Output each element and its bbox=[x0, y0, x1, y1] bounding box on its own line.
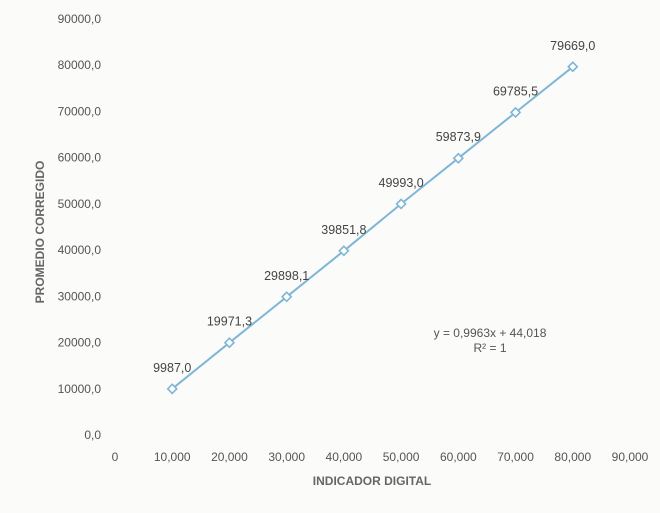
trendline-equation: y = 0,9963x + 44,018 bbox=[434, 326, 547, 340]
y-tick-label: 70000,0 bbox=[58, 104, 102, 118]
data-point-marker bbox=[395, 198, 407, 210]
y-tick-label: 30000,0 bbox=[58, 289, 102, 303]
x-axis-ticks: 0 10,000 20,000 30,000 40,000 50,000 60,000 70,… bbox=[112, 450, 649, 464]
series-line bbox=[171, 66, 574, 390]
x-tick-label: 40,000 bbox=[326, 450, 363, 464]
data-label: 59873,9 bbox=[436, 130, 481, 144]
y-axis-title: PROMEDIO CORREGIDO bbox=[33, 161, 47, 304]
x-tick-label: 0 bbox=[112, 450, 119, 464]
data-point-marker bbox=[223, 337, 236, 349]
data-point-marker bbox=[509, 106, 522, 119]
series-layer bbox=[166, 61, 579, 395]
y-tick-label: 20000,0 bbox=[58, 336, 102, 350]
x-tick-label: 30,000 bbox=[268, 450, 305, 464]
x-tick-label: 90,000 bbox=[612, 450, 649, 464]
data-point-marker bbox=[166, 383, 178, 395]
x-tick-label: 70,000 bbox=[497, 450, 534, 464]
x-tick-label: 10,000 bbox=[154, 450, 191, 464]
data-label: 39851,8 bbox=[321, 223, 366, 237]
data-label: 79669,0 bbox=[550, 39, 595, 53]
y-tick-label: 10000,0 bbox=[58, 382, 102, 396]
x-tick-label: 60,000 bbox=[440, 450, 477, 464]
data-label: 29898,1 bbox=[264, 269, 309, 283]
data-point-marker bbox=[338, 245, 350, 257]
y-tick-label: 0,0 bbox=[84, 428, 101, 442]
y-axis-ticks: 0,0 10000,0 20000,0 30000,0 40000,0 50000,0 60… bbox=[58, 12, 102, 442]
data-point-marker bbox=[281, 291, 293, 303]
y-tick-label: 40000,0 bbox=[58, 243, 102, 257]
y-tick-label: 90000,0 bbox=[58, 12, 102, 26]
y-tick-label: 80000,0 bbox=[58, 58, 102, 72]
x-axis-title: INDICADOR DIGITAL bbox=[313, 474, 431, 488]
data-label: 49993,0 bbox=[379, 176, 424, 190]
data-label: 19971,3 bbox=[207, 315, 252, 329]
x-tick-label: 50,000 bbox=[383, 450, 420, 464]
x-tick-label: 20,000 bbox=[211, 450, 248, 464]
data-label: 69785,5 bbox=[493, 84, 538, 98]
data-label: 9987,0 bbox=[153, 361, 191, 375]
data-point-marker bbox=[567, 61, 579, 73]
data-point-marker bbox=[452, 152, 464, 164]
r-squared: R² = 1 bbox=[473, 341, 506, 355]
data-labels: 9987,0 19971,3 29898,1 39851,8 49993,0 59873,… bbox=[153, 39, 595, 375]
y-tick-label: 50000,0 bbox=[58, 197, 102, 211]
x-tick-label: 80,000 bbox=[554, 450, 591, 464]
y-tick-label: 60000,0 bbox=[58, 151, 102, 165]
